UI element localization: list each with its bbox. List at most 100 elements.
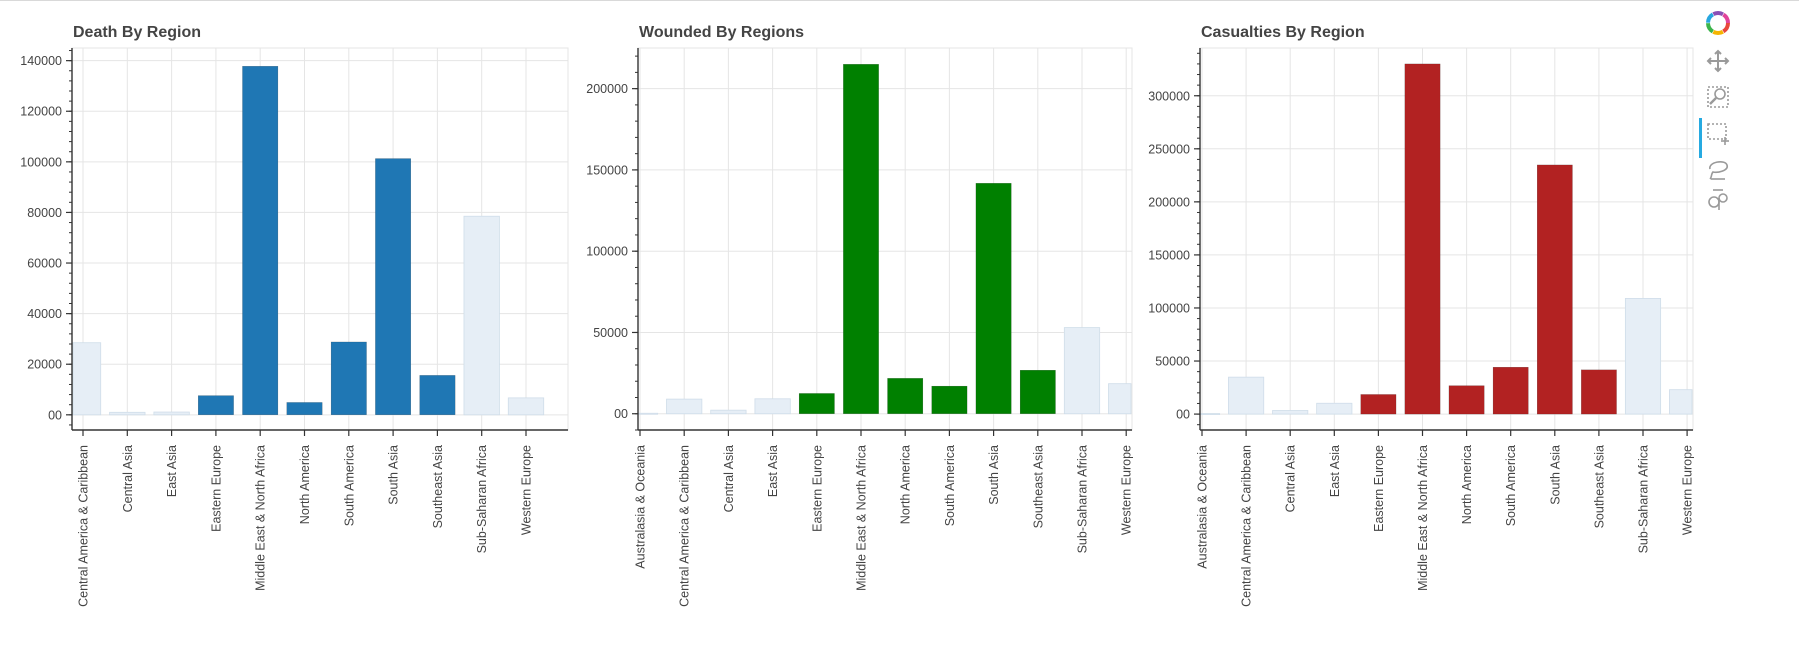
y-tick-label: 20000 (27, 358, 62, 372)
chart-toolbar (1699, 6, 1739, 226)
x-tick-label: Southeast Asia (1592, 445, 1606, 528)
bar-sub-saharan-africa[interactable] (1063, 327, 1101, 415)
y-tick-label: 00 (614, 407, 628, 421)
bar-western-europe[interactable] (507, 397, 545, 416)
bar-middle-east-north-africa[interactable] (1404, 63, 1441, 415)
x-tick-label: Sub-Saharan Africa (475, 445, 489, 553)
y-tick-label: 100000 (20, 155, 62, 169)
x-tick-label: Eastern Europe (1372, 445, 1386, 532)
x-tick-label: Middle East & North Africa (1416, 445, 1430, 591)
y-tick-label: 40000 (27, 307, 62, 321)
x-tick-label: Australasia & Oceania (634, 445, 648, 569)
bar-south-asia[interactable] (375, 158, 411, 415)
x-tick-label: North America (298, 445, 312, 524)
y-tick-label: 60000 (27, 257, 62, 271)
bar-sub-saharan-africa[interactable] (1624, 298, 1662, 415)
x-tick-label: East Asia (1328, 445, 1342, 497)
bar-central-america-caribbean[interactable] (666, 398, 703, 415)
y-tick-label: 00 (1176, 408, 1190, 422)
x-tick-label: Eastern Europe (209, 445, 223, 532)
x-tick-label: Central Asia (121, 445, 135, 512)
bar-southeast-asia[interactable] (1019, 370, 1056, 414)
y-tick-label: 100000 (1148, 301, 1190, 315)
chart-title: Casualties By Region (1201, 24, 1365, 41)
x-tick-label: Central America & Caribbean (678, 445, 692, 607)
bar-central-asia[interactable] (109, 411, 146, 416)
bar-east-asia[interactable] (1316, 402, 1353, 415)
x-tick-label: Western Europe (1681, 445, 1695, 535)
y-tick-label: 150000 (1148, 248, 1190, 262)
lasso-select-icon[interactable] (1705, 156, 1731, 182)
bar-south-america[interactable] (931, 385, 968, 414)
x-tick-label: Central America & Caribbean (1240, 445, 1254, 607)
x-tick-label: Western Europe (520, 445, 534, 535)
bar-south-asia[interactable] (975, 183, 1012, 414)
y-tick-label: 50000 (1155, 355, 1190, 369)
chart-title: Death By Region (73, 24, 201, 41)
bar-southeast-asia[interactable] (1581, 369, 1617, 415)
y-tick-label: 120000 (20, 105, 62, 119)
x-tick-label: Central Asia (722, 445, 736, 512)
bar-eastern-europe[interactable] (1360, 394, 1397, 415)
bar-middle-east-north-africa[interactable] (843, 64, 879, 414)
y-tick-label: 100000 (586, 245, 628, 259)
top-divider (0, 0, 1799, 1)
death-by-region-chart[interactable]: Death By Region 00 20000 40000 60000 80000 100… (0, 0, 570, 645)
x-tick-label: East Asia (766, 445, 780, 497)
x-tick-label: South America (943, 445, 957, 526)
y-tick-label: 140000 (20, 54, 62, 68)
bar-east-asia[interactable] (153, 411, 190, 416)
bar-sub-saharan-africa[interactable] (463, 215, 500, 416)
x-tick-label: Central America & Caribbean (77, 445, 91, 607)
bar-western-europe[interactable] (1669, 389, 1693, 415)
bar-south-america[interactable] (330, 341, 367, 415)
bar-south-asia[interactable] (1537, 164, 1573, 415)
y-tick-label: 150000 (586, 163, 628, 177)
y-tick-label: 250000 (1148, 142, 1190, 156)
bar-central-america-caribbean[interactable] (1228, 376, 1265, 415)
y-tick-label: 80000 (27, 206, 62, 220)
x-tick-label: East Asia (165, 445, 179, 497)
bar-east-asia[interactable] (754, 398, 791, 415)
x-tick-label: South America (342, 445, 356, 526)
x-tick-label: Eastern Europe (810, 445, 824, 532)
x-tick-label: North America (1460, 445, 1474, 524)
bar-western-europe[interactable] (1108, 383, 1132, 415)
active-tool-indicator (1699, 118, 1702, 158)
box-zoom-icon[interactable] (1705, 84, 1731, 110)
bar-north-america[interactable] (286, 402, 323, 415)
x-tick-label: South Asia (1548, 445, 1562, 505)
x-tick-label: Middle East & North Africa (254, 445, 268, 591)
plot-frame (1199, 47, 1694, 431)
bar-southeast-asia[interactable] (419, 375, 456, 415)
bar-north-america[interactable] (1448, 385, 1485, 415)
bar-australasia-oceania[interactable] (638, 412, 659, 415)
reset-icon[interactable] (1705, 188, 1731, 214)
wounded-by-regions-chart[interactable]: Wounded By Regions 00 50000 100000 150000 200… (563, 0, 1143, 645)
bar-eastern-europe[interactable] (198, 395, 234, 415)
bar-australasia-oceania[interactable] (1200, 413, 1221, 415)
bar-central-america-caribbean[interactable] (72, 342, 102, 416)
bar-south-america[interactable] (1492, 367, 1529, 415)
x-tick-label: Middle East & North Africa (855, 445, 869, 591)
bar-middle-east-north-africa[interactable] (242, 66, 279, 415)
x-tick-label: North America (899, 445, 913, 524)
bar-central-asia[interactable] (710, 409, 747, 415)
y-tick-label: 300000 (1148, 89, 1190, 103)
x-tick-label: Western Europe (1120, 445, 1134, 535)
casualties-by-region-chart[interactable]: Casualties By Region 00 50000 100000 150000 2… (1126, 0, 1706, 645)
y-tick-label: 200000 (586, 82, 628, 96)
bokeh-logo-icon[interactable] (1705, 10, 1731, 36)
x-tick-label: South America (1504, 445, 1518, 526)
bar-north-america[interactable] (887, 378, 924, 414)
x-tick-label: Southeast Asia (431, 445, 445, 528)
pan-icon[interactable] (1705, 48, 1731, 74)
box-select-icon[interactable] (1705, 120, 1731, 146)
plot-frame (637, 47, 1133, 431)
x-tick-label: South Asia (387, 445, 401, 505)
chart-title: Wounded By Regions (639, 24, 804, 41)
y-tick-label: 00 (48, 408, 62, 422)
bar-central-asia[interactable] (1272, 410, 1309, 415)
x-tick-label: South Asia (987, 445, 1001, 505)
bar-eastern-europe[interactable] (798, 393, 835, 414)
